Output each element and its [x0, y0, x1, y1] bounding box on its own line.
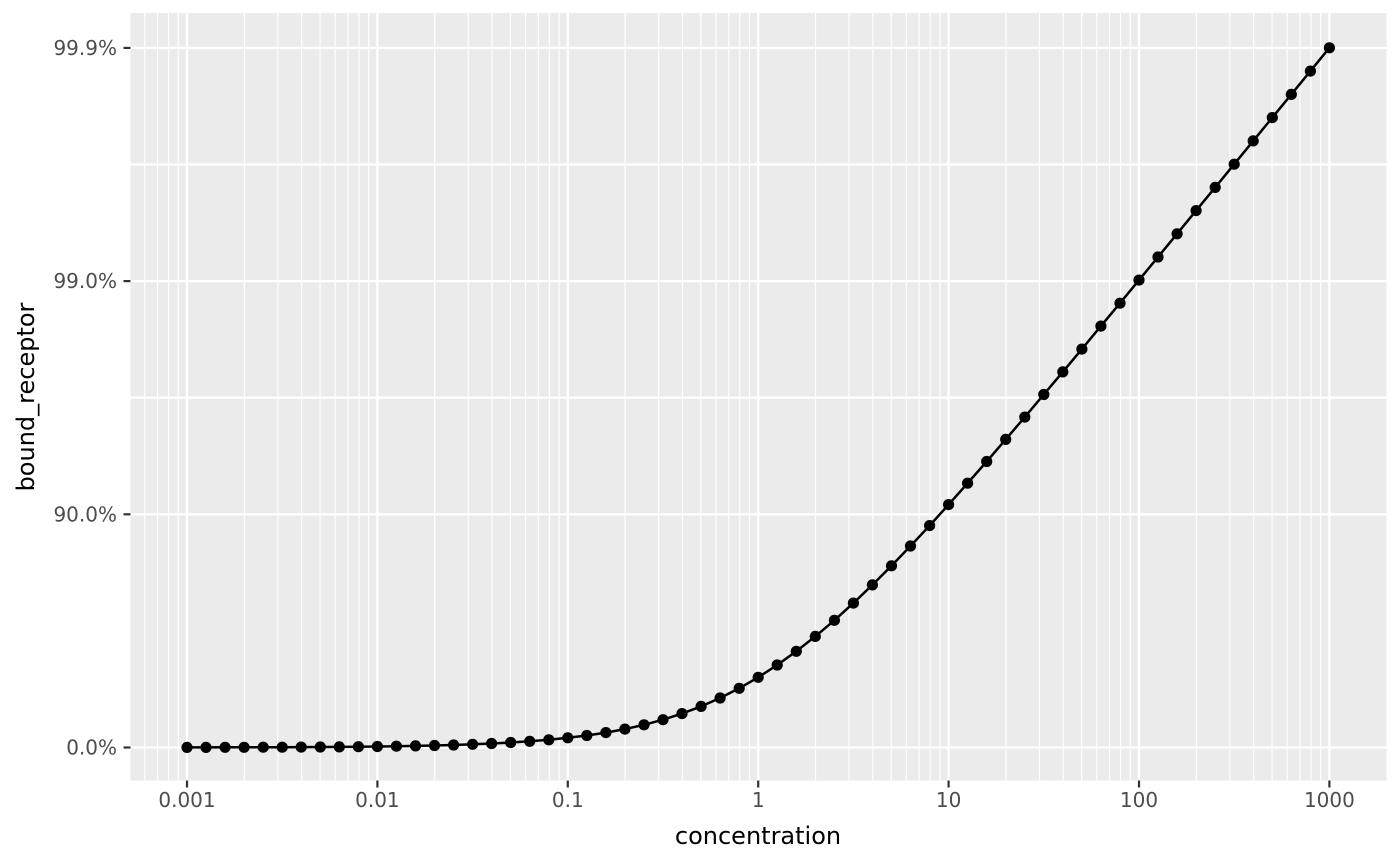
data-point [1038, 388, 1050, 401]
data-point [809, 630, 821, 643]
x-tick-label: 0.01 [355, 788, 400, 812]
data-point [276, 741, 288, 753]
data-point [1247, 135, 1259, 147]
data-point [695, 700, 707, 713]
data-point [371, 740, 383, 753]
y-tick-label: 90.0% [53, 502, 117, 526]
data-point [1171, 228, 1183, 240]
data-point [390, 740, 402, 752]
data-point [409, 740, 422, 752]
data-point [885, 560, 898, 572]
data-point [1095, 320, 1107, 332]
data-point [181, 741, 193, 754]
data-point [257, 741, 269, 753]
data-point [1019, 411, 1031, 423]
x-axis-title: concentration [674, 822, 842, 850]
data-point [200, 741, 212, 754]
y-axis-tick-labels: 0.0% 90.0% 99.0% 99.9% [53, 36, 117, 760]
data-point [924, 520, 936, 532]
y-axis-title: bound_receptor [12, 302, 40, 492]
data-point [1285, 88, 1297, 100]
data-point [581, 729, 593, 742]
data-point [1000, 433, 1012, 445]
data-point [847, 597, 860, 609]
data-point [352, 741, 364, 753]
data-point [828, 614, 841, 626]
data-point [771, 659, 783, 671]
x-tick-label: 1000 [1304, 788, 1355, 812]
data-point [486, 737, 498, 750]
data-point [1190, 205, 1202, 217]
data-point [752, 671, 764, 683]
data-point [733, 682, 745, 694]
x-tick-label: 0.1 [552, 788, 584, 812]
data-point [619, 723, 631, 735]
data-point [962, 477, 974, 489]
data-point [790, 645, 802, 657]
data-point [657, 714, 669, 726]
data-point [505, 736, 517, 749]
data-point [1266, 112, 1278, 124]
data-point [600, 727, 612, 739]
data-point [1057, 366, 1069, 378]
data-point [1209, 181, 1221, 193]
data-point [1323, 42, 1335, 54]
data-point [333, 741, 345, 753]
x-tick-label: 0.001 [158, 788, 215, 812]
data-point [238, 741, 250, 753]
data-point [676, 708, 688, 720]
axis-tick-marks [123, 46, 1331, 788]
data-point [904, 540, 917, 552]
data-point [428, 739, 441, 752]
x-axis-tick-labels: 0.001 0.01 0.1 1 10 100 1000 [158, 788, 1354, 812]
data-point [981, 455, 993, 468]
data-point [314, 741, 326, 753]
data-point [1133, 274, 1145, 286]
data-point [524, 735, 536, 747]
data-point [1114, 297, 1126, 309]
data-point [714, 692, 726, 704]
data-point [1228, 158, 1240, 170]
data-point [295, 741, 307, 753]
data-point [219, 741, 231, 753]
data-point [1076, 343, 1088, 355]
x-tick-label: 1 [752, 788, 765, 812]
data-point [1304, 65, 1316, 77]
data-series [181, 42, 1335, 754]
data-point [943, 499, 955, 511]
data-point [1152, 251, 1164, 263]
x-tick-label: 10 [936, 788, 961, 812]
y-tick-label: 99.9% [53, 36, 117, 60]
data-point [467, 738, 479, 750]
data-point [543, 734, 555, 746]
data-point [866, 579, 879, 591]
y-tick-label: 0.0% [66, 736, 117, 760]
y-tick-label: 99.0% [53, 269, 117, 293]
data-point [638, 719, 650, 731]
data-point [448, 739, 460, 751]
data-point [562, 732, 574, 744]
x-tick-label: 100 [1120, 788, 1158, 812]
